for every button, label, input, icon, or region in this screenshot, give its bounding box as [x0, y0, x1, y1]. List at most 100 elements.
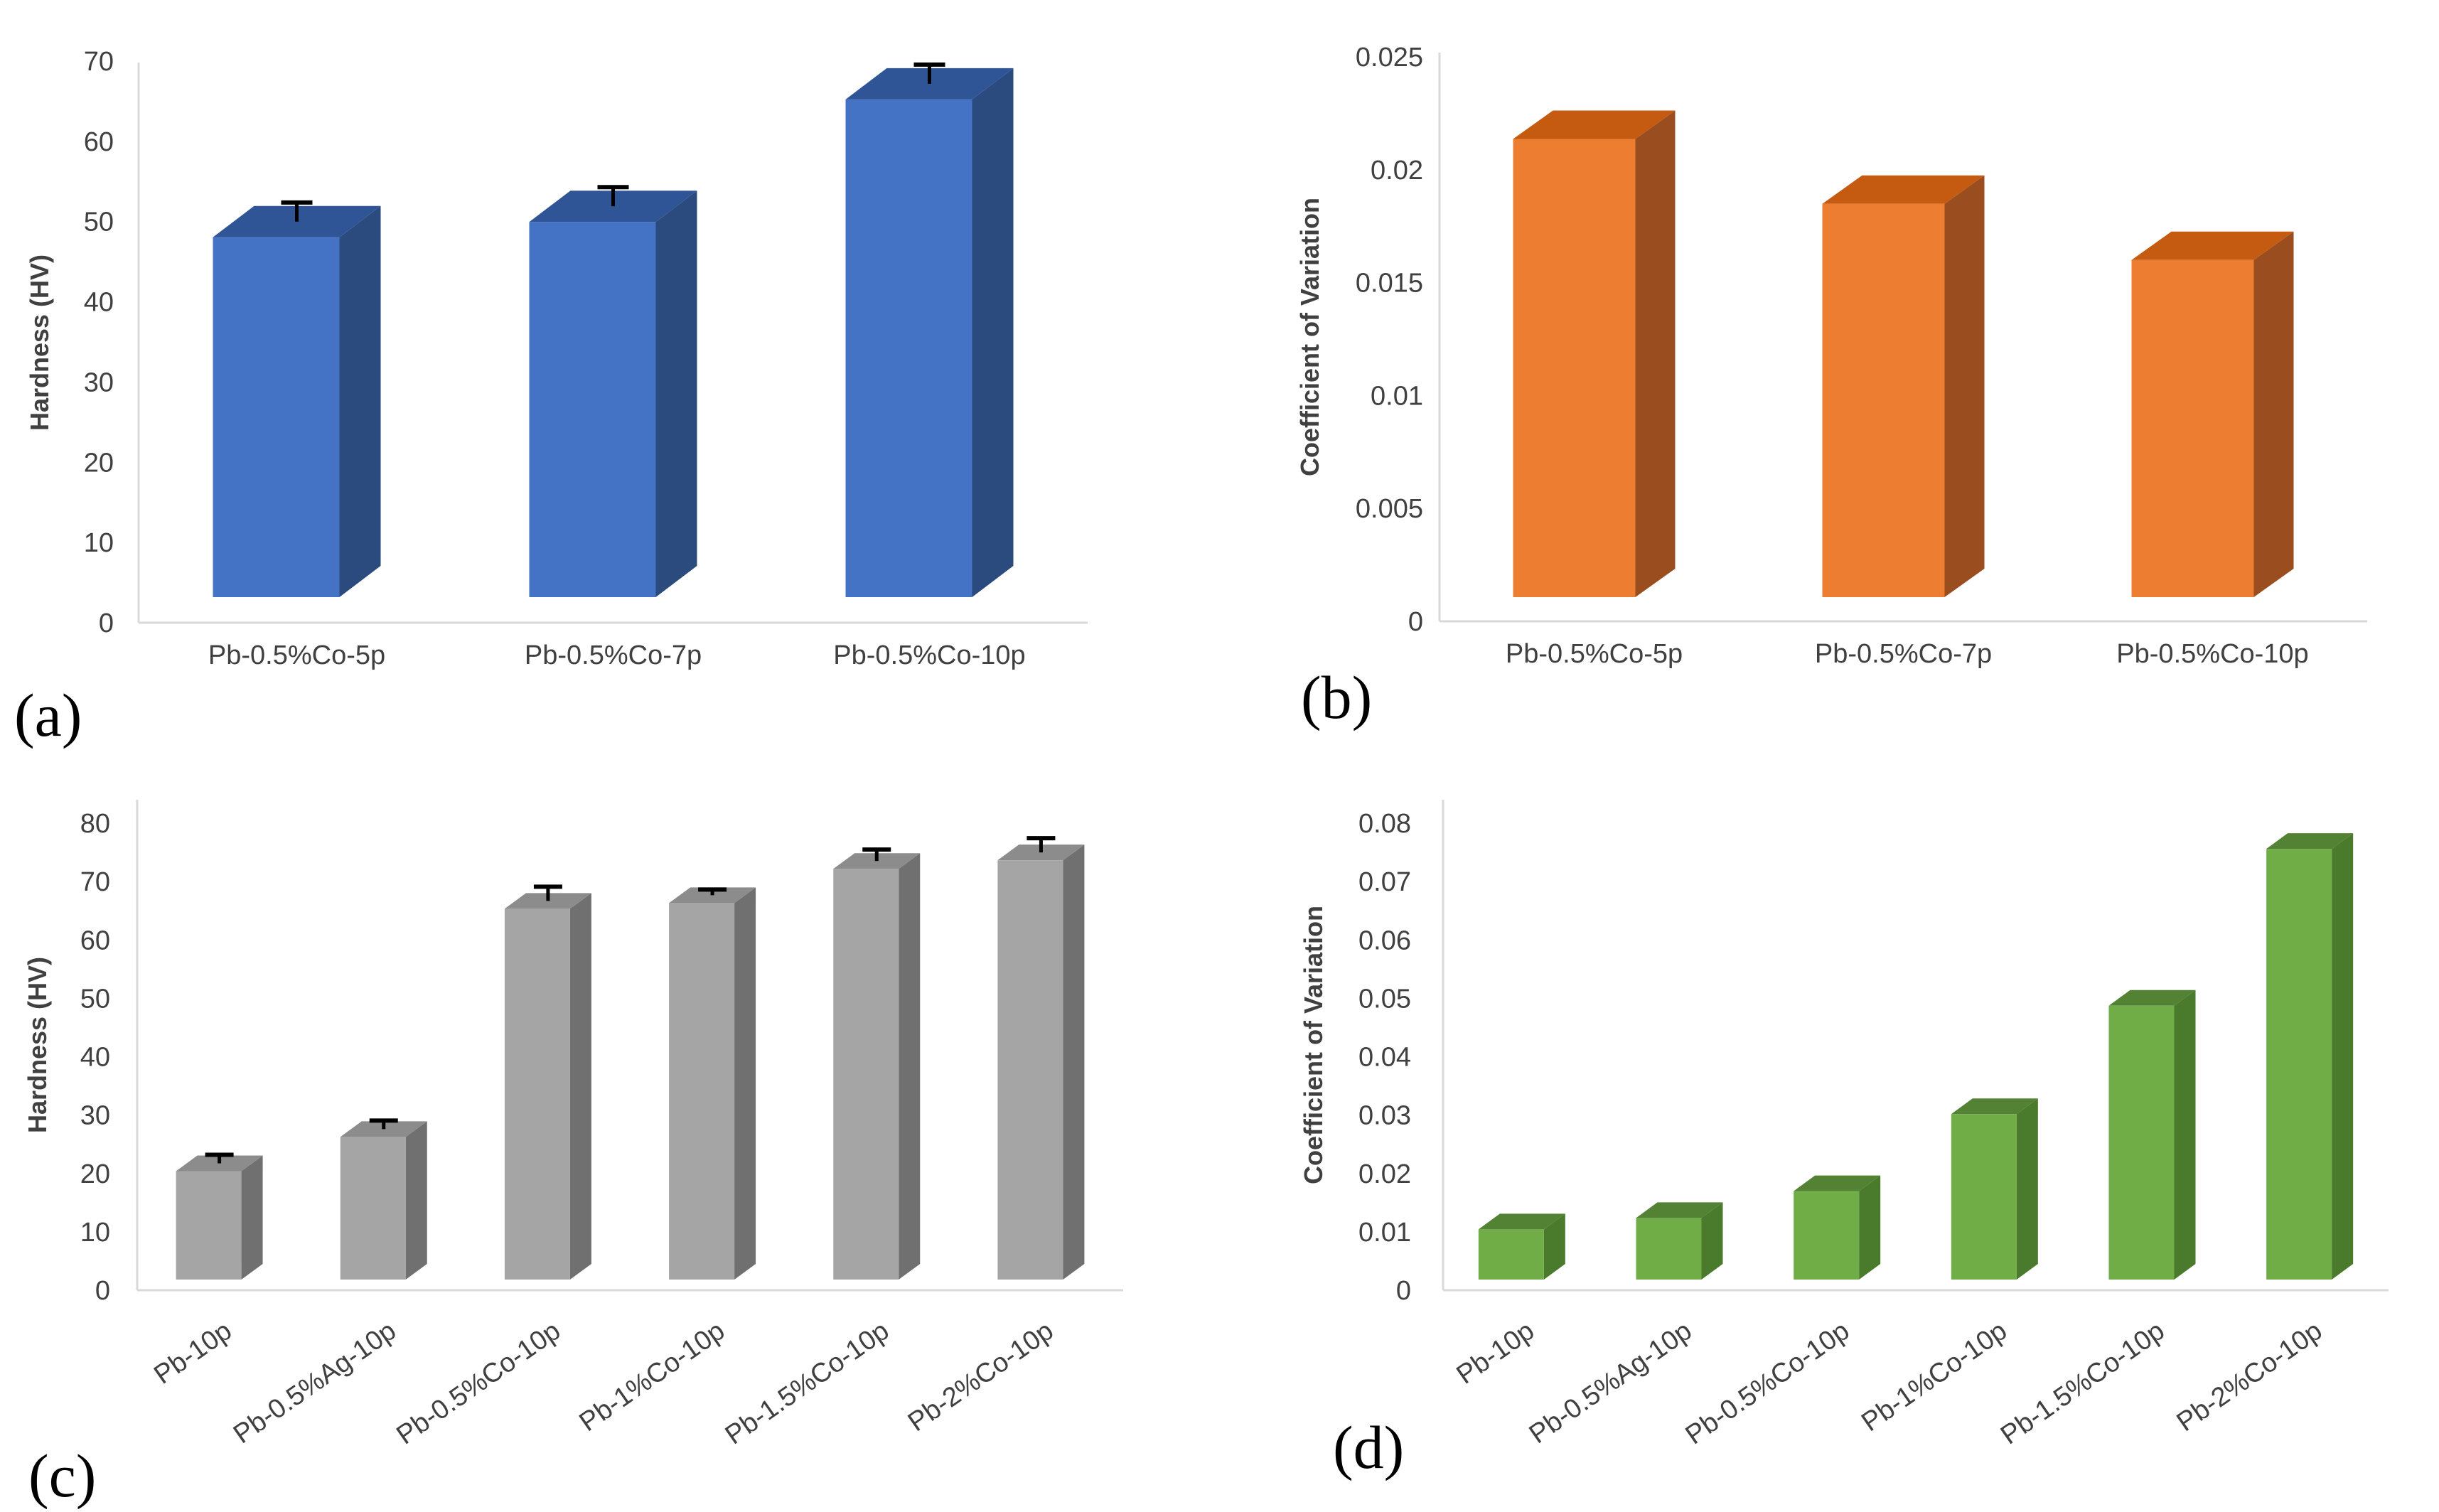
- bar-top-b-0: [1513, 110, 1676, 139]
- bar-a-2: [845, 99, 972, 597]
- y-tick-label-b: 0.005: [1356, 494, 1423, 524]
- y-tick-label-a: 10: [84, 528, 114, 558]
- x-tick-label-a: Pb-0.5%Co-7p: [525, 640, 702, 670]
- y-tick-label-d: 0.05: [1358, 984, 1411, 1014]
- x-tick-label-d: Pb-2%Co-10p: [2172, 1316, 2328, 1437]
- y-tick-label-b: 0.025: [1356, 43, 1423, 73]
- x-tick-label-b: Pb-0.5%Co-7p: [1815, 639, 1992, 669]
- x-tick-label-b: Pb-0.5%Co-5p: [1506, 639, 1683, 669]
- x-tick-label-d: Pb-0.5%Co-10p: [1681, 1316, 1855, 1450]
- y-axis-label-b: Coefficient of Variation: [1295, 198, 1324, 476]
- bar-side-d-2: [1859, 1175, 1881, 1280]
- y-tick-label-d: 0.08: [1358, 809, 1411, 839]
- x-tick-label-b: Pb-0.5%Co-10p: [2116, 639, 2308, 669]
- bar-side-c-0: [241, 1155, 263, 1280]
- y-tick-label-c: 10: [80, 1218, 110, 1248]
- x-tick-label-d: Pb-1%Co-10p: [1856, 1316, 2012, 1437]
- bar-a-1: [529, 222, 656, 597]
- y-tick-label-c: 80: [80, 809, 110, 839]
- bar-c-4: [833, 869, 899, 1280]
- y-tick-label-c: 70: [80, 867, 110, 897]
- bar-top-d-2: [1794, 1175, 1881, 1191]
- x-tick-label-c: Pb-0.5%Ag-10p: [228, 1316, 402, 1449]
- bar-side-d-5: [2332, 833, 2354, 1280]
- x-tick-label-c: Pb-1%Co-10p: [574, 1316, 731, 1437]
- y-axis-label-c: Hardness (HV): [23, 957, 52, 1133]
- y-tick-label-c: 60: [80, 926, 110, 955]
- bar-d-5: [2266, 849, 2332, 1280]
- x-tick-label-c: Pb-2%Co-10p: [903, 1316, 1059, 1437]
- bar-d-1: [1636, 1218, 1702, 1280]
- y-tick-label-b: 0.015: [1356, 269, 1423, 299]
- bar-c-1: [340, 1137, 406, 1280]
- bar-a-0: [213, 237, 340, 597]
- x-tick-label-c: Pb-1.5%Co-10p: [720, 1316, 895, 1450]
- bar-c-0: [176, 1171, 242, 1280]
- y-tick-label-a: 70: [84, 47, 114, 77]
- y-axis-label-d: Coefficient of Variation: [1299, 906, 1328, 1184]
- panel-label-a: (a): [14, 681, 82, 749]
- x-tick-label-a: Pb-0.5%Co-10p: [833, 640, 1025, 670]
- bar-side-c-1: [405, 1121, 427, 1280]
- y-axis-label-a: Hardness (HV): [25, 254, 54, 431]
- x-tick-label-c: Pb-0.5%Co-10p: [391, 1316, 566, 1450]
- x-tick-label-d: Pb-0.5%Ag-10p: [1524, 1316, 1698, 1449]
- bar-b-0: [1513, 139, 1636, 597]
- y-tick-label-d: 0.01: [1358, 1218, 1411, 1248]
- bar-d-0: [1478, 1229, 1544, 1280]
- bar-side-a-2: [972, 68, 1014, 598]
- bar-side-c-3: [734, 887, 756, 1280]
- y-tick-label-c: 30: [80, 1101, 110, 1131]
- bar-side-b-1: [1944, 175, 1985, 598]
- y-tick-label-b: 0.01: [1371, 381, 1423, 411]
- bar-top-d-4: [2108, 990, 2196, 1006]
- y-tick-label-c: 20: [80, 1159, 110, 1189]
- y-tick-label-d: 0: [1396, 1276, 1411, 1306]
- x-tick-label-d: Pb-10p: [1452, 1316, 1540, 1390]
- y-tick-label-d: 0.06: [1358, 926, 1411, 955]
- y-tick-label-c: 40: [80, 1043, 110, 1073]
- bar-side-d-1: [1701, 1202, 1723, 1280]
- bar-side-a-1: [655, 191, 697, 597]
- bar-side-c-4: [899, 853, 921, 1280]
- bar-side-c-5: [1063, 845, 1085, 1280]
- panel-label-d: (d): [1333, 1413, 1404, 1481]
- bar-top-b-1: [1822, 175, 1985, 204]
- y-tick-label-b: 0: [1408, 607, 1423, 637]
- bar-top-d-5: [2266, 833, 2354, 849]
- panel-label-b: (b): [1301, 663, 1372, 731]
- y-tick-label-c: 0: [95, 1276, 110, 1306]
- bar-top-d-1: [1636, 1202, 1723, 1218]
- y-tick-label-d: 0.07: [1358, 867, 1411, 897]
- y-tick-label-a: 0: [99, 608, 114, 638]
- bar-c-5: [997, 860, 1063, 1280]
- y-tick-label-a: 20: [84, 448, 114, 478]
- y-tick-label-c: 50: [80, 984, 110, 1014]
- bar-side-b-0: [1635, 110, 1676, 597]
- panel-label-c: (c): [28, 1442, 96, 1510]
- bar-top-b-2: [2131, 231, 2294, 260]
- y-tick-label-a: 30: [84, 368, 114, 397]
- bar-top-d-3: [1951, 1098, 2038, 1115]
- bar-c-3: [669, 903, 735, 1280]
- y-tick-label-a: 50: [84, 208, 114, 237]
- y-tick-label-d: 0.04: [1358, 1043, 1411, 1073]
- bar-top-d-0: [1478, 1213, 1565, 1230]
- y-tick-label-a: 60: [84, 127, 114, 157]
- bar-c-2: [504, 908, 570, 1280]
- y-tick-label-b: 0.02: [1371, 156, 1423, 186]
- bar-side-b-2: [2253, 231, 2294, 597]
- x-tick-label-d: Pb-1.5%Co-10p: [1995, 1316, 2170, 1450]
- bar-side-c-2: [569, 893, 591, 1280]
- y-tick-label-d: 0.03: [1358, 1101, 1411, 1131]
- bar-d-2: [1794, 1191, 1860, 1280]
- bar-side-d-4: [2174, 990, 2196, 1280]
- y-tick-label-a: 40: [84, 288, 114, 318]
- y-tick-label-d: 0.02: [1358, 1159, 1411, 1189]
- bar-side-d-0: [1543, 1213, 1565, 1280]
- bar-d-4: [2108, 1005, 2175, 1280]
- bar-b-1: [1822, 203, 1945, 598]
- x-tick-label-c: Pb-10p: [149, 1316, 237, 1390]
- bar-side-a-0: [339, 205, 381, 597]
